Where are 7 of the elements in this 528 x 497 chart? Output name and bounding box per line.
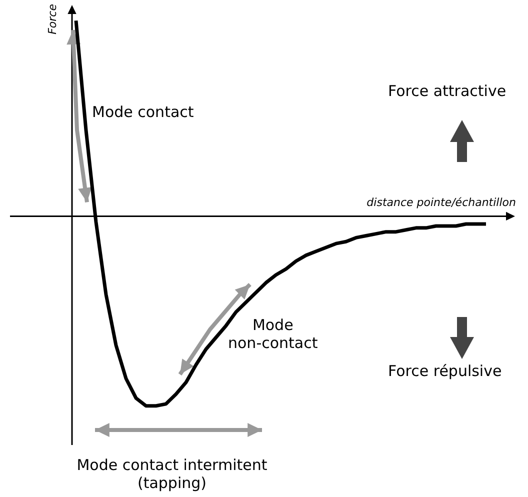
annotation: Mode contact	[92, 103, 194, 121]
x-axis-title: distance pointe/échantillon	[366, 196, 516, 210]
text: Mode contact intermitent (tapping)	[76, 456, 268, 492]
annotation: Mode non-contact	[228, 316, 318, 352]
y-axis-title: Force	[46, 4, 59, 34]
annotation: Force répulsive	[388, 362, 502, 380]
annotation: Force attractive	[388, 82, 506, 100]
